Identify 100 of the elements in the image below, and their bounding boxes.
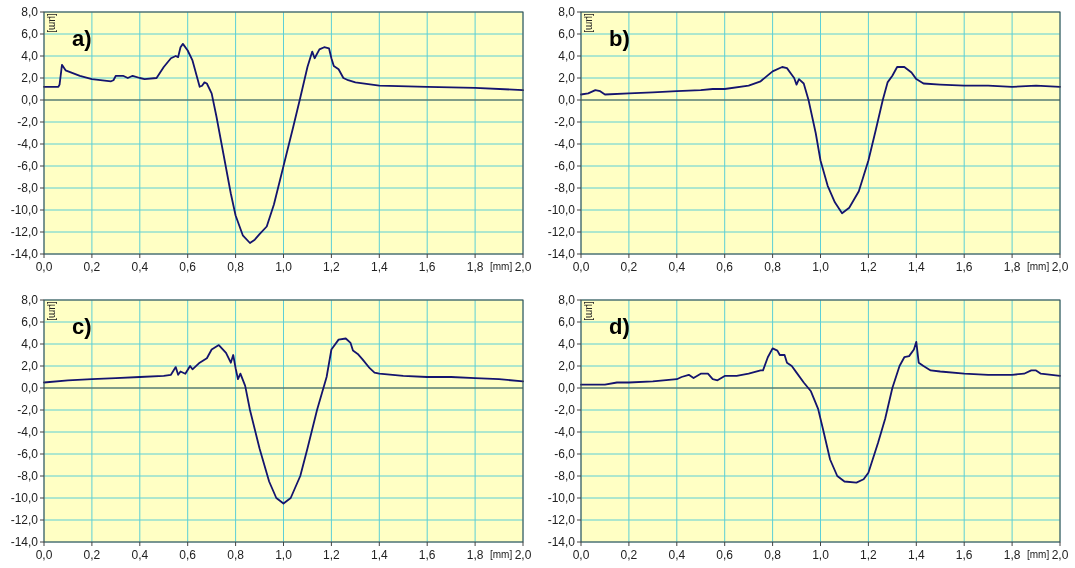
x-tick-label: 1,0 xyxy=(275,548,293,562)
x-tick-label: 0,8 xyxy=(764,548,782,562)
x-tick-label: 0,0 xyxy=(35,260,53,274)
x-tick-label: 1,0 xyxy=(812,260,830,274)
x-tick-label: 1,4 xyxy=(370,260,388,274)
x-tick-label: 0,8 xyxy=(764,260,782,274)
y-tick-label: 6,0 xyxy=(21,27,39,41)
y-tick-label: 0,0 xyxy=(21,381,39,395)
x-tick-label: 1,0 xyxy=(812,548,830,562)
text: d) xyxy=(609,314,630,339)
text: b) xyxy=(609,26,630,51)
y-tick-label: -2,0 xyxy=(17,115,39,129)
y-axis-title: [µm] xyxy=(47,13,58,34)
y-tick-label: 8,0 xyxy=(21,293,39,307)
y-tick-label: 8,0 xyxy=(558,293,576,307)
line-series xyxy=(43,337,524,505)
text: a) xyxy=(72,26,92,51)
x-axis-title: [mm] xyxy=(489,549,513,560)
y-tick-label: -14,0 xyxy=(547,535,576,549)
y-tick-label: -4,0 xyxy=(17,425,39,439)
y-tick-label: 4,0 xyxy=(558,337,576,351)
y-tick-label: 2,0 xyxy=(21,359,39,373)
x-tick-label: 1,2 xyxy=(860,548,878,562)
x-tick-label: 0,0 xyxy=(35,548,53,562)
line-series xyxy=(580,340,1061,484)
y-tick-label: -4,0 xyxy=(554,137,576,151)
x-tick-label: 1,4 xyxy=(370,548,388,562)
x-tick-label: 0,8 xyxy=(227,260,245,274)
y-tick-label: 8,0 xyxy=(558,5,576,19)
x-tick-label: 0,4 xyxy=(668,548,686,562)
x-tick-label: 1,2 xyxy=(323,548,341,562)
y-tick-label: 8,0 xyxy=(21,5,39,19)
line-series xyxy=(580,66,1061,215)
y-tick-label: 4,0 xyxy=(21,337,39,351)
y-tick-label: -6,0 xyxy=(554,447,576,461)
x-tick-label: 0,4 xyxy=(131,260,149,274)
x-tick-label: 1,4 xyxy=(907,260,925,274)
x-tick-label: 1,8 xyxy=(466,260,484,274)
x-axis-title: [mm] xyxy=(1026,261,1050,272)
y-tick-label: 0,0 xyxy=(21,93,39,107)
y-tick-label: 4,0 xyxy=(21,49,39,63)
x-tick-label: 0,6 xyxy=(179,260,197,274)
x-tick-label: 0,4 xyxy=(131,548,149,562)
y-tick-label: 6,0 xyxy=(21,315,39,329)
y-tick-label: -2,0 xyxy=(554,403,576,417)
x-tick-label: 1,6 xyxy=(418,548,436,562)
x-tick-label: 0,2 xyxy=(620,260,638,274)
y-tick-label: -8,0 xyxy=(17,469,39,483)
y-tick-label: -6,0 xyxy=(554,159,576,173)
x-tick-label: 0,2 xyxy=(83,260,101,274)
x-tick-label: 2,0 xyxy=(1051,260,1069,274)
y-tick-label: -10,0 xyxy=(10,203,39,217)
y-tick-label: -10,0 xyxy=(10,491,39,505)
y-tick-label: -2,0 xyxy=(554,115,576,129)
y-axis-title: [µm] xyxy=(47,301,58,322)
x-tick-label: 2,0 xyxy=(1051,548,1069,562)
x-tick-label: 1,8 xyxy=(1003,260,1021,274)
x-axis-title: [mm] xyxy=(489,261,513,272)
x-tick-label: 1,2 xyxy=(860,260,878,274)
text: c) xyxy=(72,314,92,339)
x-tick-label: 0,6 xyxy=(179,548,197,562)
x-tick-label: 0,4 xyxy=(668,260,686,274)
y-tick-label: -4,0 xyxy=(554,425,576,439)
y-tick-label: 2,0 xyxy=(558,71,576,85)
y-tick-label: -14,0 xyxy=(10,535,39,549)
y-tick-label: 6,0 xyxy=(558,27,576,41)
x-tick-label: 2,0 xyxy=(514,260,532,274)
x-tick-label: 0,0 xyxy=(572,260,590,274)
y-tick-label: 2,0 xyxy=(558,359,576,373)
y-tick-label: -12,0 xyxy=(547,513,576,527)
y-axis-title: [µm] xyxy=(584,13,595,34)
y-tick-label: -8,0 xyxy=(554,469,576,483)
y-tick-label: -2,0 xyxy=(17,403,39,417)
x-tick-label: 1,2 xyxy=(323,260,341,274)
y-tick-label: -6,0 xyxy=(17,447,39,461)
x-tick-label: 0,6 xyxy=(716,548,734,562)
y-tick-label: -14,0 xyxy=(547,247,576,261)
x-tick-label: 1,6 xyxy=(955,260,973,274)
y-axis-title: [µm] xyxy=(584,301,595,322)
x-tick-label: 2,0 xyxy=(514,548,532,562)
y-tick-label: 6,0 xyxy=(558,315,576,329)
y-tick-label: -4,0 xyxy=(17,137,39,151)
y-tick-label: -10,0 xyxy=(547,491,576,505)
y-tick-label: 2,0 xyxy=(21,71,39,85)
x-tick-label: 0,2 xyxy=(83,548,101,562)
y-tick-label: -12,0 xyxy=(547,225,576,239)
x-tick-label: 1,0 xyxy=(275,260,293,274)
y-tick-label: -8,0 xyxy=(17,181,39,195)
y-tick-label: -6,0 xyxy=(17,159,39,173)
x-tick-label: 1,8 xyxy=(466,548,484,562)
y-tick-label: -14,0 xyxy=(10,247,39,261)
y-tick-label: -12,0 xyxy=(10,225,39,239)
x-tick-label: 1,6 xyxy=(418,260,436,274)
x-tick-label: 0,0 xyxy=(572,548,590,562)
y-tick-label: -8,0 xyxy=(554,181,576,195)
y-tick-label: -12,0 xyxy=(10,513,39,527)
x-tick-label: 1,6 xyxy=(955,548,973,562)
y-tick-label: -10,0 xyxy=(547,203,576,217)
x-tick-label: 1,8 xyxy=(1003,548,1021,562)
x-tick-label: 0,2 xyxy=(620,548,638,562)
